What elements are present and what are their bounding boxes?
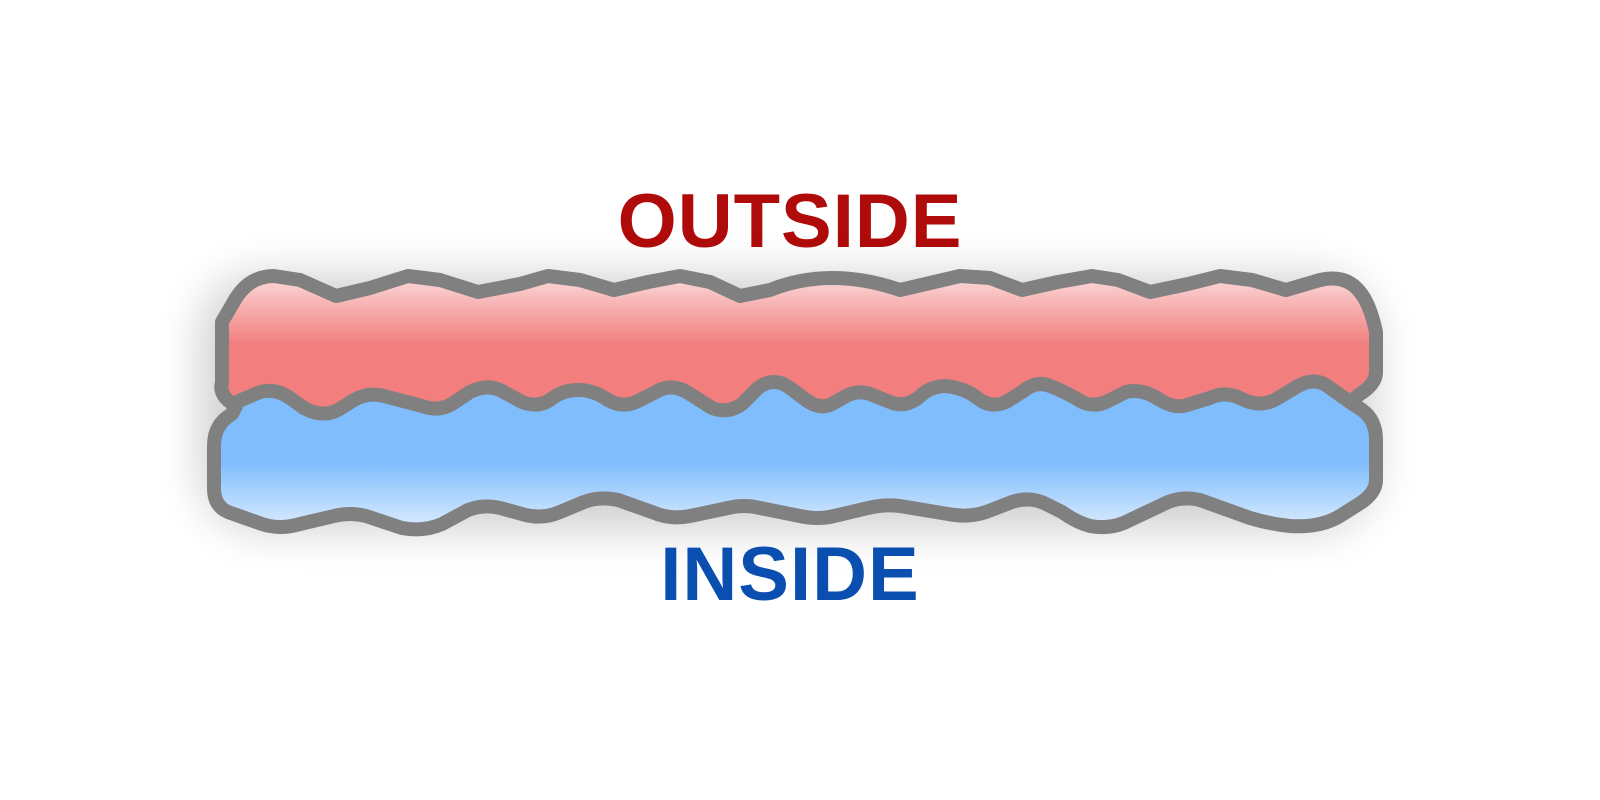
inside-label: INSIDE — [660, 532, 920, 617]
outside-layer — [221, 276, 1377, 414]
membrane-outline — [207, 269, 1383, 537]
interface-line — [225, 374, 1357, 421]
outside-label: OUTSIDE — [617, 179, 963, 264]
inside-layer — [214, 381, 1376, 530]
